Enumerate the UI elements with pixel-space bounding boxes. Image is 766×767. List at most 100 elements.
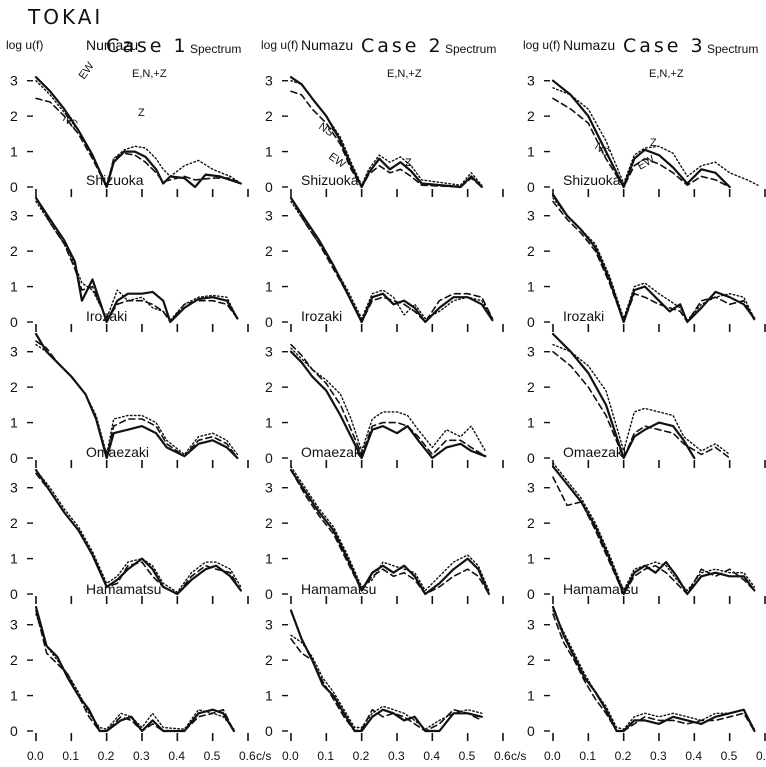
y-tick-label: 2 [10,652,18,668]
station-name: Shizuoka [86,172,144,188]
series-line-ew [289,196,494,324]
panel-shizuoka-case-3: 0 1 2 3 Shizuoka [527,172,766,332]
y-tick-label: 0 [527,179,535,195]
y-tick-label: 2 [527,108,535,124]
x-tick-label: 0.3 [388,749,405,763]
panel-omaezaki-case-1: 0 1 2 3 Omaezaki [10,444,249,604]
annotation-combined: E,N,+Z [132,68,167,80]
x-axis-labels: 0.0 0.1 0.2 0.3 0.4 0.5 0.6 c/s 0.0 0.1 0.2 0.3 0.4 0… [27,749,766,763]
series-line-ns [552,350,731,459]
annotation-ns: NS [316,121,335,140]
series-line-ns [35,197,239,323]
y-tick-label: 0 [265,586,273,602]
y-tick-label: 1 [265,279,273,295]
y-axis-label: log u(f) [523,38,560,52]
series-line-ns [35,340,239,459]
y-tick-label: 0 [527,586,535,602]
y-tick-label: 3 [527,344,535,360]
y-tick-label: 0 [527,450,535,466]
series-line-ew [551,605,756,733]
series-line-ew [34,468,242,596]
series-line-z [290,465,490,592]
series-line-ns [35,609,235,732]
station-name: Irozaki [86,308,127,324]
y-tick-label: 1 [527,551,535,567]
x-tick-label: 0.0 [27,749,44,763]
series-line-ns [290,90,483,188]
y-tick-label: 0 [10,179,18,195]
y-tick-label: 0 [10,314,18,330]
station-name: Hamamatsu [86,581,161,597]
y-tick-label: 3 [265,208,273,224]
y-tick-label: 1 [265,551,273,567]
y-tick-label: 1 [10,415,18,431]
station-name: Shizuoka [301,172,359,188]
y-tick-label: 1 [10,688,18,704]
y-tick-label: 2 [10,515,18,531]
case-title-3: Case 3 [623,35,706,57]
panel-irozaki-case-1: 0 1 2 3 Irozaki [10,308,249,468]
series-line-ns [35,472,242,595]
y-tick-label: 3 [265,617,273,633]
annotation-combined: E,N,+Z [387,68,422,80]
y-tick-label: 2 [265,515,273,531]
station-name: Numazu [86,37,138,53]
series-line-z [552,197,756,321]
panel-irozaki-case-2: 0 1 2 3 Irozaki [265,308,504,468]
x-tick-label: 0.0 [544,749,561,763]
series-line-z [552,87,759,186]
x-tick-label: 0.5 [204,749,221,763]
series-line-z [35,80,242,186]
x-tick-label: 0.4 [685,749,702,763]
y-tick-label: 0 [527,314,535,330]
series-line-ns [290,638,483,732]
y-tick-label: 0 [10,450,18,466]
y-tick-label: 1 [10,551,18,567]
series-line-ew [551,465,756,596]
series-line-ew [289,468,490,596]
y-tick-label: 1 [527,688,535,704]
annotation-combined: E,N,+Z [649,68,684,80]
y-tick-label: 0 [265,314,273,330]
y-tick-label: 0 [265,179,273,195]
spectrum-label: Spectrum [190,42,241,56]
case-title-1: Case 1 [106,35,189,57]
panel-hamamatsu-case-3: 0 1 2 3 Hamamatsu [527,581,766,741]
panel-omaezaki-case-3: 0 1 2 3 Omaezaki [527,444,766,604]
y-tick-label: 0 [10,723,18,739]
series-line-ew [551,79,731,189]
series-line-z [35,469,242,593]
station-name: Numazu [563,37,615,53]
station-name: Hamamatsu [563,581,638,597]
annotation-z: Z [650,137,657,149]
x-tick-label: 0.4 [423,749,440,763]
series-line-ew [551,193,756,324]
series-line-ew [34,332,239,460]
series-line-ew [34,76,242,189]
y-tick-label: 2 [265,379,273,395]
spectrum-label: Spectrum [445,42,496,56]
x-unit-label: c/s [256,749,271,763]
series-line-z [290,347,486,452]
x-tick-label: 0.1 [579,749,596,763]
y-tick-label: 0 [265,723,273,739]
station-name: Omaezaki [86,444,149,460]
y-tick-label: 1 [265,688,273,704]
x-tick-label: 0.0 [282,749,299,763]
series-line-ew [34,605,235,733]
x-tick-label: 0.3 [133,749,150,763]
x-tick-label: 0.4 [168,749,185,763]
panel-shizuoka-case-2: 0 1 2 3 Shizuoka [265,172,504,332]
y-tick-label: 2 [265,108,273,124]
y-tick-label: 3 [10,344,18,360]
series-line-z [35,343,239,456]
y-tick-label: 2 [527,652,535,668]
case-title-2: Case 2 [361,35,444,57]
y-tick-label: 3 [10,617,18,633]
y-tick-label: 2 [527,243,535,259]
y-axis-label: log u(f) [6,38,43,52]
y-tick-label: 2 [10,379,18,395]
